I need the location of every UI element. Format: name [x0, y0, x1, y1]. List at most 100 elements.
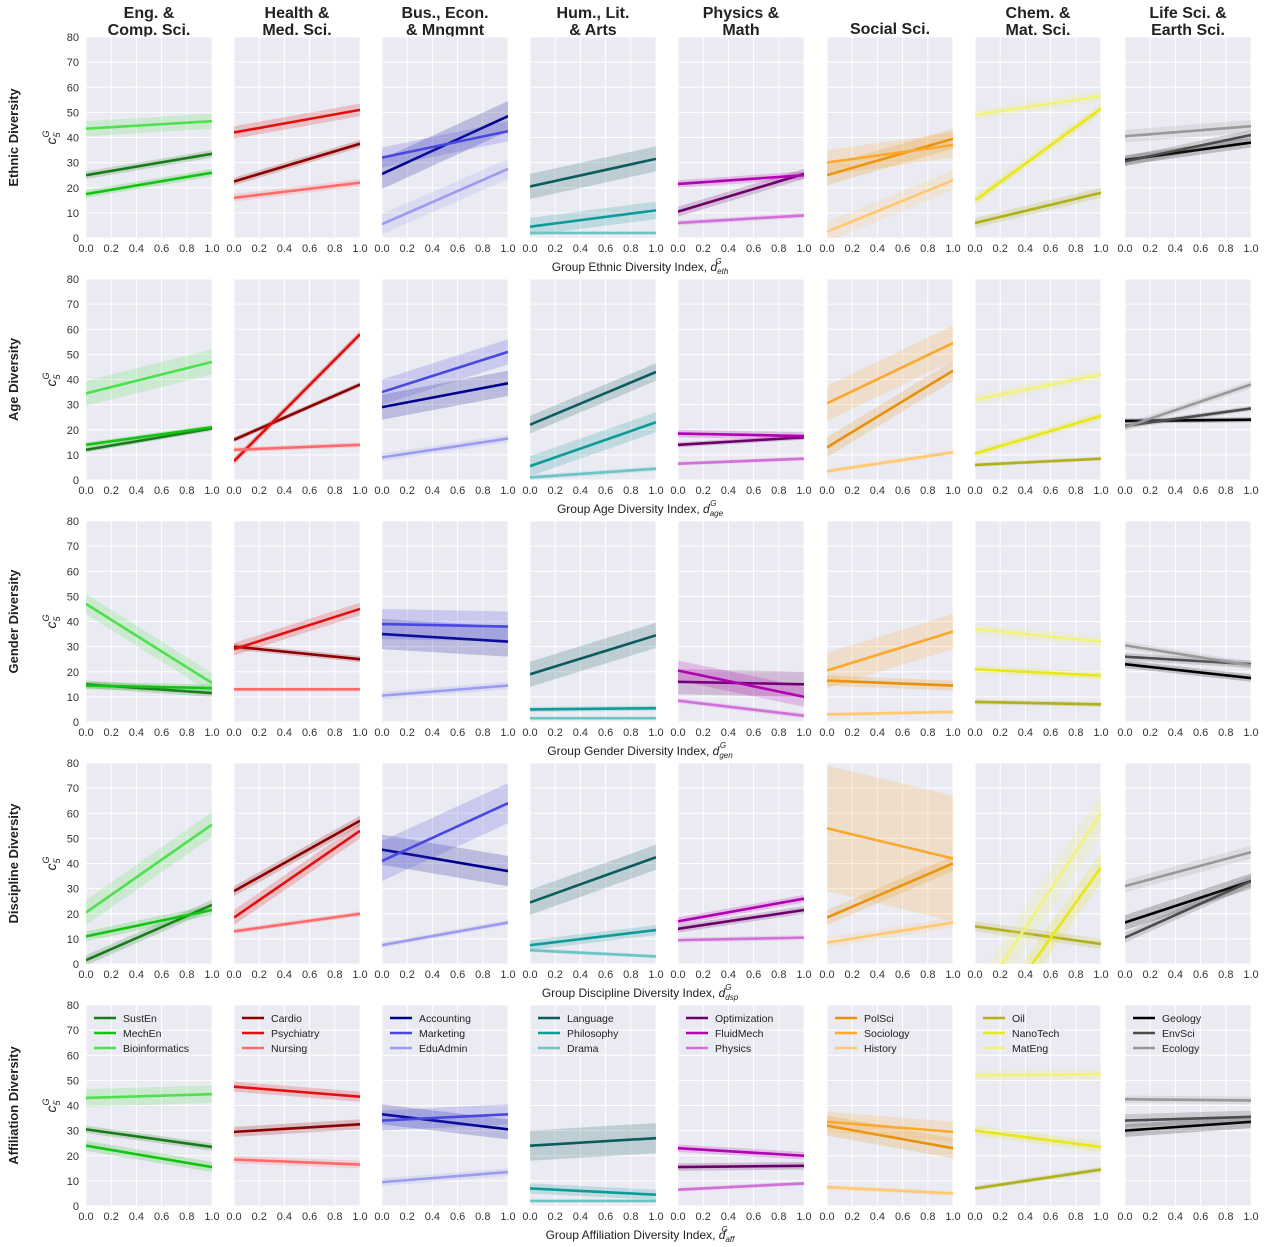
x-tick-label: 0.8	[1218, 1211, 1233, 1223]
x-tick-label: 0.4	[1168, 485, 1183, 497]
trend-line-fluidmech	[678, 1146, 804, 1158]
x-tick-label: 0.4	[129, 969, 144, 981]
trend-line-nanotech	[1030, 866, 1101, 964]
x-tick-label: 0.0	[967, 727, 982, 739]
x-tick-label: 0.2	[696, 485, 711, 497]
x-tick-label: 0.6	[450, 727, 465, 739]
ci-band-history	[827, 170, 953, 238]
x-tick-label: 0.0	[967, 485, 982, 497]
x-tick-label: 0.6	[154, 969, 169, 981]
x-tick-label: 0.4	[129, 727, 144, 739]
trend-line-physics	[678, 457, 804, 465]
column-title-susten: Eng. &	[124, 5, 175, 22]
x-tick-label: 1.0	[945, 485, 960, 497]
row-label-discipline-diversity: Discipline Diversity	[6, 803, 21, 924]
y-tick-label: 0	[73, 233, 79, 245]
x-tick-label: 1.0	[945, 243, 960, 255]
panel-affiliation-diversity-5: 0.0 0.2 0.4 0.6 0.8 1.0 PolSci Sociology History	[819, 1004, 961, 1223]
trend-line-geology	[1125, 879, 1251, 924]
trend-line-history	[827, 921, 953, 944]
x-tick-label: 0.2	[548, 485, 563, 497]
x-tick-label: 0.2	[696, 969, 711, 981]
trend-line-cardio	[234, 383, 360, 441]
trend-line-psychiatry	[234, 1085, 360, 1099]
x-tick-label: 0.6	[1043, 485, 1058, 497]
x-tick-label: 0.8	[623, 1211, 638, 1223]
x-tick-label: 0.6	[154, 1211, 169, 1223]
series-group	[827, 765, 953, 948]
x-tick-label: 0.6	[302, 727, 317, 739]
x-tick-label: 0.2	[696, 1211, 711, 1223]
column-title-language: & Arts	[569, 22, 617, 39]
x-tick-label: 1.0	[648, 727, 663, 739]
column-title-accounting: Bus., Econ.	[401, 5, 488, 22]
x-axis-label-age: Group Age Diversity Index, dageG	[557, 499, 724, 518]
x-axis-label-dsp: Group Discipline Diversity Index, ddspG	[542, 983, 739, 1002]
x-tick-label: 0.8	[475, 485, 490, 497]
x-tick-label: 1.0	[945, 969, 960, 981]
x-tick-label: 1.0	[1243, 243, 1258, 255]
trend-line-history	[827, 710, 953, 716]
x-tick-label: 0.2	[1143, 485, 1158, 497]
x-tick-label: 0.8	[623, 243, 638, 255]
x-tick-label: 0.6	[598, 969, 613, 981]
x-tick-label: 0.8	[920, 485, 935, 497]
x-tick-label: 0.2	[400, 727, 415, 739]
x-tick-label: 0.0	[226, 1211, 241, 1223]
y-tick-label: 70	[67, 783, 79, 795]
trend-line-envsci	[1125, 407, 1251, 428]
x-tick-label: 0.8	[771, 727, 786, 739]
x-tick-label: 0.8	[920, 1211, 935, 1223]
x-tick-label: 0.8	[771, 485, 786, 497]
trend-line-oil	[975, 700, 1101, 706]
series-group	[530, 844, 656, 959]
ci-band-mateng	[988, 793, 1101, 964]
x-tick-label: 0.0	[522, 727, 537, 739]
x-tick-label: 0.0	[226, 485, 241, 497]
series-group	[975, 369, 1101, 467]
panel-affiliation-diversity-0: 0.0 0.2 0.4 0.6 0.8 1.0 0 10 20 30 40 50 60 70 80 SustE…	[67, 1000, 220, 1223]
x-tick-label: 0.6	[1193, 485, 1208, 497]
trend-line-marketing	[382, 622, 508, 628]
trend-line-polsci	[827, 1124, 953, 1150]
column-title-polsci: Social Sci.	[850, 21, 930, 38]
panel-ethnic-diversity-6: 0.0 0.2 0.4 0.6 0.8 1.0	[967, 36, 1109, 255]
x-tick-label: 0.8	[771, 243, 786, 255]
x-tick-label: 0.0	[78, 1211, 93, 1223]
column-title-susten: Comp. Sci.	[108, 22, 191, 39]
x-tick-label: 0.4	[721, 727, 736, 739]
x-tick-label: 1.0	[796, 1211, 811, 1223]
trend-line-nursing	[234, 1158, 360, 1166]
x-tick-label: 0.2	[104, 243, 119, 255]
x-tick-label: 0.4	[1018, 243, 1033, 255]
y-tick-label: 40	[67, 133, 79, 145]
x-tick-label: 0.6	[895, 727, 910, 739]
x-tick-label: 0.0	[1117, 243, 1132, 255]
x-tick-label: 1.0	[796, 727, 811, 739]
x-tick-label: 0.2	[1143, 243, 1158, 255]
x-tick-label: 0.2	[400, 485, 415, 497]
x-tick-label: 0.4	[573, 1211, 588, 1223]
x-tick-label: 0.4	[425, 727, 440, 739]
x-tick-label: 0.0	[78, 969, 93, 981]
trend-line-oil	[975, 191, 1101, 225]
row-label-gender-diversity: Gender Diversity	[6, 569, 21, 674]
series-group	[827, 613, 953, 717]
trend-line-mateng	[999, 812, 1101, 964]
x-tick-label: 1.0	[500, 969, 515, 981]
x-tick-label: 0.6	[1043, 243, 1058, 255]
trend-line-geology	[1125, 1120, 1251, 1132]
y-tick-label: 80	[67, 758, 79, 770]
y-tick-label: 20	[67, 183, 79, 195]
trend-line-sociology	[827, 827, 953, 860]
series-group	[234, 330, 360, 465]
x-tick-label: 0.8	[179, 969, 194, 981]
y-tick-label: 10	[67, 1176, 79, 1188]
trend-line-nursing	[234, 443, 360, 452]
legend-label-ecology: Ecology	[1162, 1043, 1200, 1055]
legend-label-geology: Geology	[1162, 1013, 1202, 1025]
trend-line-nanotech	[975, 1129, 1101, 1149]
x-tick-label: 0.0	[819, 727, 834, 739]
series-group	[975, 1069, 1101, 1191]
x-tick-label: 0.0	[226, 727, 241, 739]
